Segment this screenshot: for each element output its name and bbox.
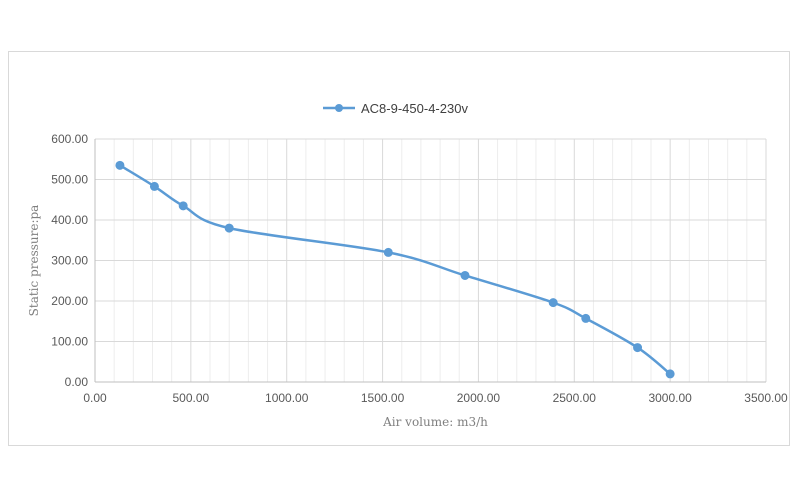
x-tick-label: 1500.00 (361, 391, 405, 405)
data-point (178, 201, 188, 211)
legend: AC8-9-450-4-230v (323, 101, 468, 116)
y-tick-label: 0.00 (65, 375, 89, 389)
axes (94, 139, 766, 383)
y-tick-label: 400.00 (51, 213, 88, 227)
y-tick-label: 500.00 (51, 173, 88, 187)
y-tick-label: 200.00 (51, 294, 88, 308)
y-tick-label: 100.00 (51, 335, 88, 349)
data-point (581, 313, 591, 323)
major-gridlines (95, 138, 767, 382)
legend-point-marker (335, 104, 343, 112)
y-tick-label: 600.00 (51, 132, 88, 146)
x-tick-label: 3000.00 (648, 391, 692, 405)
x-tick-labels: 0.00 500.00 1000.00 1500.00 2000.00 2500.00 30… (83, 391, 788, 405)
data-point (548, 298, 558, 308)
data-point (665, 369, 675, 379)
x-tick-label: 3500.00 (744, 391, 788, 405)
chart-frame (8, 51, 790, 446)
series-layer (115, 160, 675, 379)
x-tick-label: 2500.00 (553, 391, 597, 405)
x-tick-label: 2000.00 (457, 391, 501, 405)
x-tick-label: 500.00 (173, 391, 210, 405)
data-point (224, 223, 234, 233)
data-point (633, 343, 643, 353)
series-line (118, 164, 672, 376)
x-tick-label: 1000.00 (265, 391, 309, 405)
data-point (460, 270, 470, 280)
data-point (149, 181, 159, 191)
data-point (115, 160, 125, 170)
y-tick-labels: 0.00 100.00 200.00 300.00 400.00 500.00 600.00 (51, 132, 88, 389)
x-tick-label: 0.00 (83, 391, 107, 405)
y-axis-title: Static pressure:pa (27, 205, 41, 317)
x-axis-title: Air volume: m3/h (382, 415, 488, 429)
y-tick-label: 300.00 (51, 254, 88, 268)
data-point (383, 247, 393, 257)
legend-label: AC8-9-450-4-230v (361, 101, 468, 116)
